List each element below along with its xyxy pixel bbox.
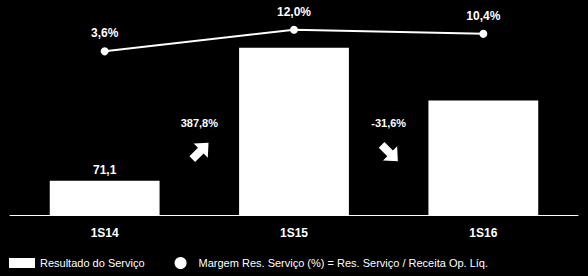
svg-text:3,6%: 3,6% (91, 26, 119, 40)
svg-text:71,1: 71,1 (93, 163, 117, 177)
svg-text:12,0%: 12,0% (277, 5, 311, 19)
svg-text:Resultado do Serviço: Resultado do Serviço (40, 257, 145, 269)
svg-text:1S15: 1S15 (280, 226, 308, 240)
svg-text:1S16: 1S16 (469, 226, 497, 240)
svg-text:387,8%: 387,8% (181, 117, 219, 129)
svg-text:1S14: 1S14 (91, 226, 119, 240)
svg-text:-31,6%: -31,6% (371, 117, 406, 129)
svg-text:10,4%: 10,4% (466, 9, 500, 23)
svg-text:Margem Res. Serviço (%) = Res.: Margem Res. Serviço (%) = Res. Serviço /… (199, 257, 488, 269)
